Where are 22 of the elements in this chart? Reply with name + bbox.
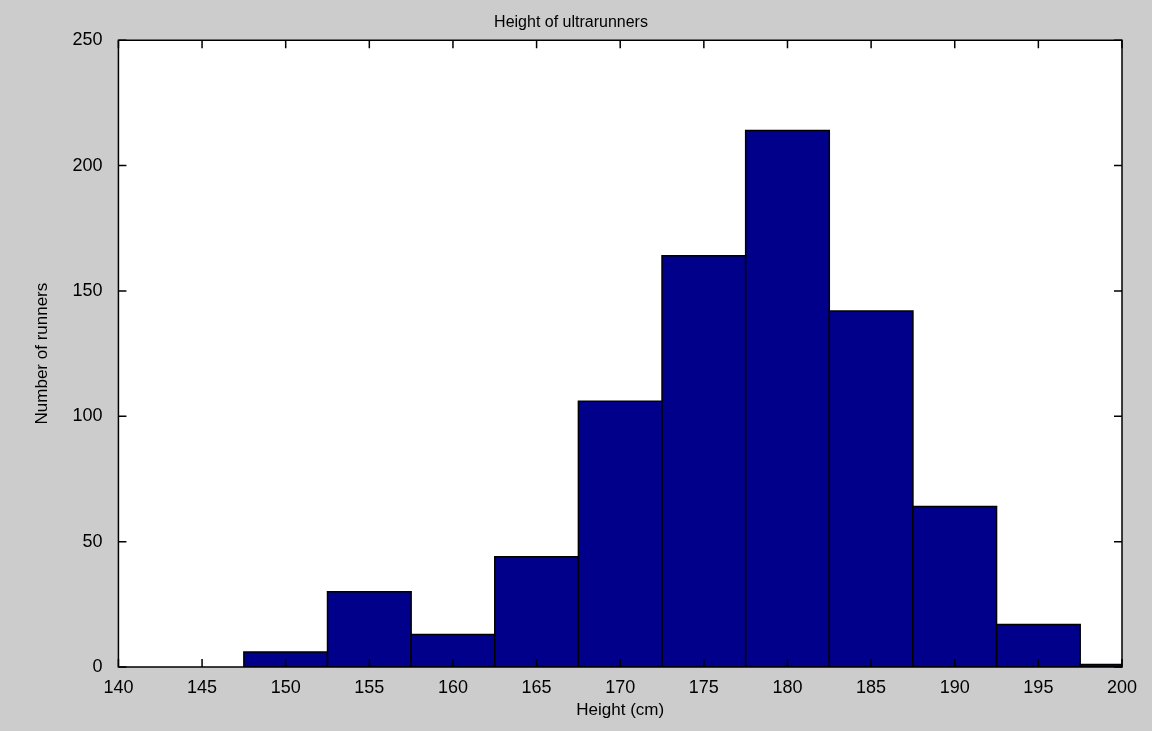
- x-tick-label: 195: [1023, 676, 1054, 697]
- chart-title: Height of ultrarunners: [494, 13, 648, 31]
- y-tick-label: 100: [72, 405, 103, 426]
- y-tick-label: 250: [72, 29, 103, 50]
- x-tick-label: 155: [354, 676, 385, 697]
- x-tick-label: 175: [688, 676, 719, 697]
- x-tick-label: 180: [772, 676, 803, 697]
- y-tick-label: 50: [82, 530, 103, 551]
- y-tick-label: 0: [92, 655, 103, 676]
- x-tick-label: 160: [437, 676, 468, 697]
- y-tick-label: 150: [72, 279, 103, 300]
- y-axis-title: Number of runners: [31, 282, 51, 425]
- x-tick-label: 190: [939, 676, 970, 697]
- x-tick-label: 200: [1106, 676, 1138, 697]
- x-axis-title: Height (cm): [576, 700, 665, 720]
- x-tick-label: 140: [103, 676, 134, 697]
- x-tick-label: 165: [521, 676, 552, 697]
- y-tick-label: 200: [72, 154, 103, 175]
- x-tick-label: 170: [605, 676, 636, 697]
- x-tick-label: 145: [187, 676, 218, 697]
- x-tick-label: 185: [856, 676, 887, 697]
- x-tick-label: 150: [270, 676, 301, 697]
